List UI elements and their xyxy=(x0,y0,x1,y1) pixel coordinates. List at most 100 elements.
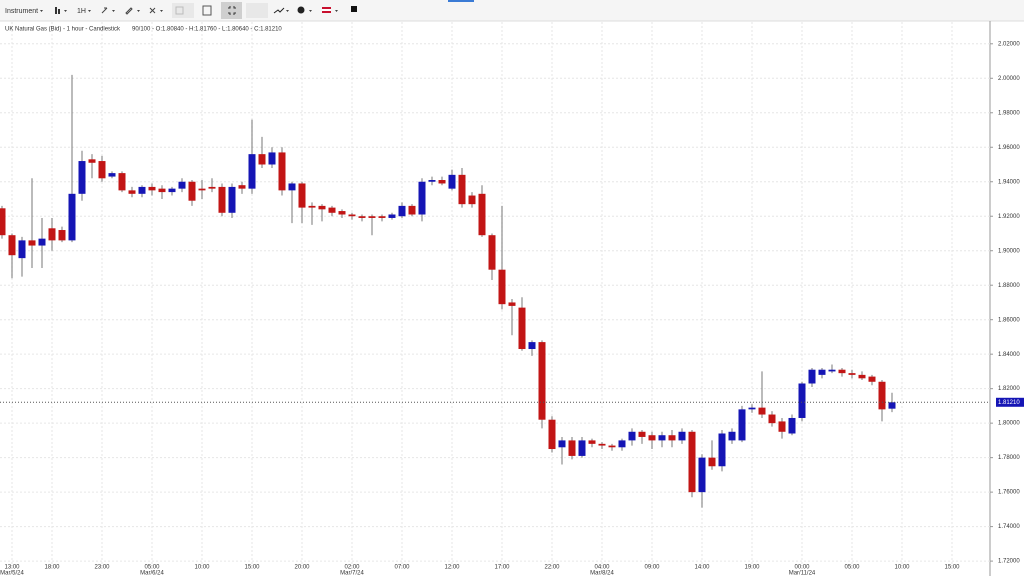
x-tick-label: 15:00 xyxy=(244,565,260,571)
chart-type-icon[interactable] xyxy=(55,7,57,14)
candle-body xyxy=(558,440,566,448)
candle-body xyxy=(188,181,196,201)
x-tick-label: 07:00 xyxy=(394,565,410,571)
y-tick-label: 1.94000 xyxy=(998,179,1020,185)
dropdown-arrow[interactable] xyxy=(64,10,67,12)
x-tick-label: 15:00 xyxy=(944,565,960,571)
chart-type-icon[interactable] xyxy=(58,9,60,14)
candle-body xyxy=(598,443,606,446)
last-price-tag xyxy=(996,397,1024,407)
candle-body xyxy=(858,374,866,379)
candle-body xyxy=(498,269,506,305)
x-tick-label: 12:00 xyxy=(444,565,460,571)
theme-icon[interactable] xyxy=(297,6,305,14)
trend-icon[interactable] xyxy=(273,7,285,14)
candle-body xyxy=(578,440,586,456)
candle-body xyxy=(218,186,226,213)
candle-body xyxy=(68,193,76,241)
x-tick-label: 04:00 xyxy=(594,565,610,571)
candle-body xyxy=(238,185,246,189)
y-tick-label: 1.78000 xyxy=(998,455,1020,461)
candle-body xyxy=(368,216,376,218)
pen-tool[interactable] xyxy=(125,7,133,15)
candle-body xyxy=(458,174,466,205)
candle-body xyxy=(288,183,296,191)
chart-title: UK Natural Gas (Bid) - 1 hour - Candlest… xyxy=(5,27,121,33)
layout-icon[interactable] xyxy=(202,5,212,16)
dropdown-arrow[interactable] xyxy=(286,10,289,12)
candle-body xyxy=(58,230,66,241)
x-tick-label: 18:00 xyxy=(44,565,60,571)
instrument-button[interactable]: Instrument xyxy=(5,8,38,15)
candle-body xyxy=(358,216,366,218)
y-tick-label: 1.84000 xyxy=(998,352,1020,358)
candle-body xyxy=(808,369,816,384)
candle-body xyxy=(868,376,876,382)
candle-body xyxy=(508,302,516,306)
candle-body xyxy=(688,431,696,493)
candle-body xyxy=(478,193,486,236)
dropdown-arrow[interactable] xyxy=(137,10,140,12)
dropdown-arrow[interactable] xyxy=(160,10,163,12)
candle-body xyxy=(198,188,206,191)
candle-body xyxy=(748,407,756,410)
x-date-label: Mar/6/24 xyxy=(140,571,164,576)
x-tick-label: 10:00 xyxy=(194,565,210,571)
candle-body xyxy=(448,174,456,189)
dropdown-arrow[interactable] xyxy=(309,10,312,12)
x-tick-label: 13:00 xyxy=(4,565,20,571)
y-tick-label: 2.02000 xyxy=(998,41,1020,47)
x-tick-label: 22:00 xyxy=(544,565,560,571)
dropdown-arrow[interactable] xyxy=(88,10,91,12)
dropdown-arrow[interactable] xyxy=(112,10,115,12)
crosshair-icon xyxy=(228,6,236,15)
candle-body xyxy=(548,419,556,450)
dropdown-arrow[interactable] xyxy=(40,10,43,12)
candle-body xyxy=(128,190,136,194)
y-tick-label: 1.90000 xyxy=(998,248,1020,254)
candle-body xyxy=(88,159,96,163)
candle-body xyxy=(788,417,796,434)
candle-body xyxy=(638,431,646,437)
x-date-label: Mar/8/24 xyxy=(590,571,614,576)
candle-body xyxy=(388,214,396,218)
popout-icon[interactable] xyxy=(351,6,357,12)
candle-body xyxy=(888,402,896,409)
dropdown-arrow[interactable] xyxy=(335,10,338,12)
candle-body xyxy=(318,205,326,210)
draw-tool[interactable] xyxy=(101,7,108,14)
y-tick-label: 1.92000 xyxy=(998,214,1020,220)
candle-body xyxy=(208,186,216,189)
tab-indicator xyxy=(448,0,474,2)
candle-body xyxy=(178,181,186,189)
candle-body xyxy=(798,383,806,418)
interval-button[interactable]: 1H xyxy=(77,8,86,15)
candle-body xyxy=(418,181,426,215)
x-date-label: Mar/5/24 xyxy=(0,571,24,576)
indicator-tool[interactable] xyxy=(149,7,156,14)
language-flag xyxy=(322,9,331,11)
candle-body xyxy=(348,214,356,217)
candle-body xyxy=(698,457,706,493)
y-tick-label: 1.80000 xyxy=(998,421,1020,427)
candle-body xyxy=(18,240,26,259)
x-tick-label: 19:00 xyxy=(744,565,760,571)
candle-body xyxy=(718,433,726,467)
last-price-label: 1.81210 xyxy=(998,400,1020,406)
candle-body xyxy=(628,431,636,441)
y-tick-label: 1.88000 xyxy=(998,283,1020,289)
candle-body xyxy=(298,183,306,208)
candle-body xyxy=(838,369,846,374)
disabled-button[interactable] xyxy=(246,3,268,18)
candle-body xyxy=(268,152,276,165)
box-icon xyxy=(175,6,184,15)
y-tick-label: 1.76000 xyxy=(998,490,1020,496)
crosshair-button[interactable] xyxy=(221,2,242,19)
candle-body xyxy=(8,235,16,256)
y-tick-label: 1.98000 xyxy=(998,110,1020,116)
candle-body xyxy=(528,342,536,350)
candle-body xyxy=(308,205,316,208)
y-tick-label: 2.00000 xyxy=(998,76,1020,82)
candle-body xyxy=(878,381,886,410)
